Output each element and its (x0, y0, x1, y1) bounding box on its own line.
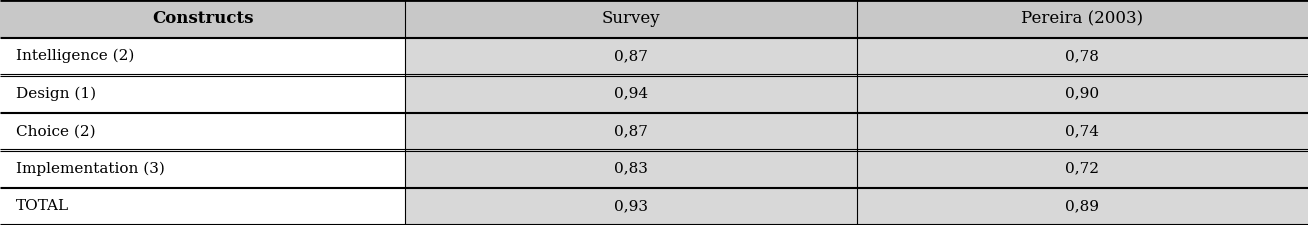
Bar (405, 112, 1308, 150)
Bar (405, 38, 1308, 75)
Bar (0, 38, 405, 75)
Text: TOTAL: TOTAL (16, 199, 69, 213)
Text: 0,74: 0,74 (1066, 124, 1099, 138)
Text: Implementation (3): Implementation (3) (16, 162, 165, 176)
Text: 0,72: 0,72 (1066, 162, 1099, 176)
Text: 0,90: 0,90 (1065, 87, 1100, 101)
Text: Design (1): Design (1) (16, 87, 95, 101)
Bar (0, 187, 405, 225)
Text: Pereira (2003): Pereira (2003) (1022, 10, 1143, 27)
Text: 0,89: 0,89 (1066, 199, 1099, 213)
Bar (0, 75, 405, 112)
Bar (405, 150, 1308, 187)
Bar (405, 75, 1308, 112)
Text: Intelligence (2): Intelligence (2) (16, 49, 135, 63)
Text: 0,93: 0,93 (615, 199, 647, 213)
Text: 0,78: 0,78 (1066, 49, 1099, 63)
Text: Survey: Survey (602, 10, 661, 27)
Bar (0, 0, 1308, 38)
Bar (405, 187, 1308, 225)
Text: 0,87: 0,87 (615, 124, 647, 138)
Text: 0,83: 0,83 (615, 162, 647, 176)
Bar (0, 150, 405, 187)
Bar (0, 112, 405, 150)
Text: Choice (2): Choice (2) (16, 124, 95, 138)
Text: 0,87: 0,87 (615, 49, 647, 63)
Text: 0,94: 0,94 (613, 87, 649, 101)
Text: Constructs: Constructs (152, 10, 254, 27)
